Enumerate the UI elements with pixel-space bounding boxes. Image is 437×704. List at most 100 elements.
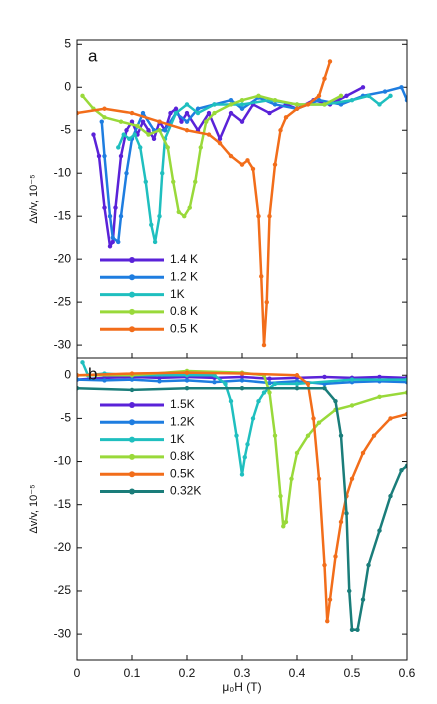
data-point: [377, 102, 382, 107]
data-point: [250, 416, 256, 421]
data-point: [344, 93, 349, 99]
data-point: [212, 379, 217, 385]
data-point: [272, 433, 278, 438]
data-point: [96, 153, 102, 159]
data-point: [146, 132, 151, 137]
legend-marker: [129, 419, 135, 426]
data-point: [294, 450, 300, 456]
data-point: [140, 119, 146, 124]
data-point: [121, 132, 126, 137]
y-axis-title: Δv/v, 10⁻⁵: [28, 484, 40, 533]
data-point: [204, 119, 209, 124]
data-point: [239, 386, 245, 391]
data-point: [245, 158, 250, 163]
data-point: [349, 377, 355, 382]
data-point: [184, 386, 190, 391]
x-tick-label: 0.4: [289, 666, 306, 680]
data-point: [322, 102, 327, 107]
legend-label: 1.4 K: [170, 252, 198, 266]
data-point: [272, 97, 278, 103]
data-point: [228, 153, 234, 159]
data-point: [118, 153, 124, 159]
plot-frame: [76, 39, 408, 359]
legend-label: 0.32K: [170, 484, 201, 498]
legend-marker: [129, 488, 135, 495]
y-axis-title: Δv/v, 10⁻⁵: [28, 174, 40, 223]
data-point: [264, 299, 269, 305]
series-line: [77, 386, 407, 632]
data-point: [135, 123, 140, 129]
data-point: [138, 145, 143, 150]
data-point: [110, 239, 115, 245]
data-point: [239, 378, 245, 383]
x-tick-label: 0: [74, 666, 81, 680]
x-tick-label: 0.1: [124, 666, 141, 680]
data-point: [322, 562, 327, 568]
data-point: [160, 171, 165, 176]
y-tick-label: -10: [54, 454, 72, 468]
data-point: [151, 136, 157, 142]
data-point: [195, 106, 201, 111]
data-point: [107, 244, 113, 249]
data-point: [388, 493, 393, 499]
data-point: [239, 106, 245, 111]
data-point: [338, 433, 344, 438]
series-line: [92, 86, 364, 248]
data-point: [212, 102, 217, 107]
data-point: [349, 627, 355, 632]
data-point: [360, 85, 366, 90]
data-point: [195, 110, 201, 116]
data-point: [349, 403, 355, 408]
data-point: [267, 380, 272, 386]
data-point: [91, 132, 96, 137]
data-point: [157, 213, 162, 219]
data-point: [261, 390, 267, 395]
data-point: [184, 370, 190, 375]
y-tick-label: -15: [54, 208, 72, 222]
y-tick-label: -10: [54, 165, 72, 179]
data-point: [149, 222, 154, 227]
data-point: [404, 97, 407, 103]
data-point: [404, 377, 407, 382]
y-tick-label: -25: [54, 294, 72, 308]
data-point: [77, 377, 80, 382]
data-point: [404, 390, 407, 395]
data-point: [333, 554, 338, 559]
data-point: [377, 394, 382, 400]
y-tick-label: -20: [54, 251, 72, 265]
data-point: [333, 398, 338, 404]
legend-marker: [129, 453, 135, 460]
data-point: [239, 472, 245, 477]
data-point: [239, 102, 245, 107]
data-point: [305, 433, 311, 438]
data-point: [157, 375, 162, 381]
legend-label: 0.8 K: [170, 304, 198, 318]
data-point: [245, 442, 250, 447]
data-point: [182, 213, 187, 219]
data-point: [184, 378, 190, 383]
data-point: [140, 110, 146, 116]
data-point: [102, 153, 107, 159]
data-point: [157, 119, 162, 124]
data-point: [267, 376, 272, 381]
data-point: [146, 128, 151, 133]
data-point: [294, 102, 300, 107]
data-point: [171, 179, 176, 185]
data-point: [399, 467, 404, 473]
data-point: [118, 213, 124, 219]
data-point: [377, 374, 382, 380]
data-point: [173, 110, 179, 116]
data-point: [294, 373, 300, 378]
data-point: [322, 374, 327, 380]
y-tick-label: -30: [54, 337, 72, 351]
data-point: [102, 205, 107, 210]
data-point: [184, 102, 190, 107]
data-point: [228, 97, 234, 103]
data-point: [116, 239, 121, 245]
x-tick-label: 0.2: [179, 666, 196, 680]
legend-label: 0.5K: [170, 466, 195, 480]
data-point: [127, 136, 132, 142]
data-point: [283, 115, 289, 120]
data-point: [184, 128, 190, 133]
